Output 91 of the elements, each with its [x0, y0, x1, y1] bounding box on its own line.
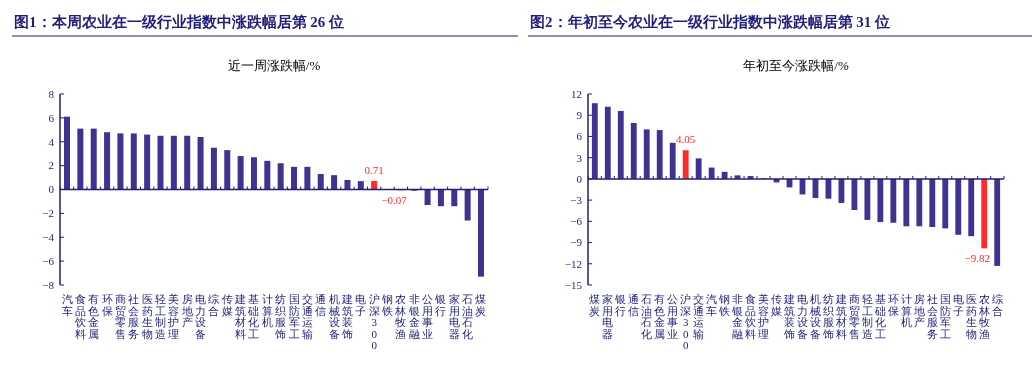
x-tick-label: 轻工制造 — [861, 293, 873, 340]
data-label: 4.05 — [676, 133, 696, 146]
y-tick-label: 6 — [48, 111, 55, 124]
y-tick-label: −12 — [564, 257, 582, 270]
x-tick-label: 纺织服饰 — [274, 293, 287, 340]
x-tick-label: 煤炭 — [589, 293, 601, 317]
x-tick-label: 美容护理 — [757, 293, 770, 340]
x-tick-label: 美容护理 — [167, 293, 180, 340]
y-tick-label: −15 — [564, 278, 583, 291]
x-tick-label: 医药生物 — [141, 293, 153, 340]
y-tick-label: −8 — [42, 278, 55, 291]
x-tick-label: 非银金融 — [407, 293, 420, 340]
x-tick-label: 房地产 — [180, 293, 193, 328]
y-tick-label: 6 — [576, 130, 583, 143]
x-tick-label: 机械设备 — [809, 293, 821, 340]
x-tick-label: 建筑材料 — [834, 293, 847, 340]
y-tick-label: −6 — [42, 254, 55, 267]
x-tick-label: 环保 — [887, 293, 899, 317]
x-tick-label: 建筑装饰 — [783, 293, 796, 340]
y-tick-label: 12 — [571, 87, 582, 100]
x-tick-label: 医药生物 — [965, 293, 977, 340]
x-tick-label: 汽车 — [61, 293, 73, 317]
chart-subtitle: 年初至今涨跌幅/% — [743, 58, 849, 73]
y-tick-label: 8 — [48, 87, 55, 100]
y-tick-label: −3 — [570, 193, 583, 206]
x-tick-label: 沪深300 — [680, 293, 692, 351]
x-tick-label: 农林牧渔 — [977, 293, 990, 340]
x-tick-label: 石油石化 — [641, 293, 653, 340]
x-tick-label: 汽车 — [706, 293, 718, 317]
x-tick-label: 建筑装饰 — [340, 293, 353, 340]
x-tick-label: 建筑材料 — [234, 293, 247, 340]
data-label: 0.71 — [364, 164, 384, 177]
data-label: −0.07 — [381, 194, 408, 207]
y-tick-label: 9 — [576, 109, 583, 122]
x-tick-label: 传媒 — [771, 293, 783, 317]
x-tick-label: 沪深300 — [368, 293, 380, 351]
y-tick-label: −2 — [42, 207, 54, 220]
x-tick-label: 电力设备 — [796, 293, 808, 340]
x-tick-label: 综合 — [208, 293, 220, 317]
x-tick-label: 社会服务 — [128, 293, 140, 340]
x-tick-label: 基础化工 — [247, 293, 260, 340]
x-tick-label: 食品饮料 — [744, 293, 757, 340]
x-tick-label: 纺织服饰 — [821, 293, 834, 340]
y-tick-label: −4 — [42, 231, 55, 244]
y-tick-label: 4 — [48, 135, 55, 148]
x-tick-label: 社会服务 — [926, 293, 938, 340]
x-tick-label: 环保 — [101, 293, 113, 317]
x-tick-label: 非银金融 — [731, 293, 744, 340]
x-tick-label: 机械设备 — [328, 293, 340, 340]
x-tick-label: 基础化工 — [873, 293, 886, 340]
data-label: −9.82 — [964, 252, 991, 265]
y-tick-label: −9 — [570, 236, 583, 249]
x-tick-label: 计算机 — [900, 293, 912, 328]
chart-title: 图1：本周农业在一级行业指数中涨跌幅居第 26 位 — [14, 14, 344, 30]
x-tick-label: 公用事业 — [422, 293, 434, 340]
x-tick-label: 石油石化 — [462, 293, 474, 340]
x-tick-label: 钢铁 — [381, 293, 394, 317]
x-tick-label: 通信 — [315, 293, 327, 317]
x-tick-label: 国防军工 — [939, 293, 951, 340]
x-tick-label: 农林牧渔 — [394, 293, 407, 340]
y-tick-label: 0 — [48, 183, 55, 196]
x-tick-label: 有色金属 — [654, 293, 666, 340]
y-tick-label: 0 — [576, 172, 583, 185]
x-tick-label: 钢铁 — [718, 293, 731, 317]
x-tick-label: 银行 — [434, 293, 447, 317]
x-tick-label: 公用事业 — [667, 293, 679, 340]
x-tick-label: 电子 — [355, 293, 367, 317]
y-tick-label: 2 — [48, 159, 54, 172]
x-tick-label: 食品饮料 — [73, 293, 86, 340]
x-tick-label: 商贸零售 — [114, 293, 126, 340]
x-tick-label: 家用电器 — [448, 293, 460, 340]
x-tick-label: 商贸零售 — [848, 293, 860, 340]
x-tick-label: 计算机 — [261, 293, 273, 328]
chart-subtitle: 近一周涨跌幅/% — [227, 58, 321, 73]
x-tick-label: 银行 — [614, 293, 627, 317]
y-tick-label: −6 — [570, 215, 583, 228]
x-tick-label: 电力设备 — [195, 293, 207, 340]
x-tick-label: 交通运输 — [301, 293, 313, 340]
x-tick-label: 轻工制造 — [154, 293, 166, 340]
x-tick-label: 电子 — [952, 293, 964, 317]
x-tick-label: 国防军工 — [288, 293, 300, 340]
x-tick-label: 有色金属 — [88, 293, 100, 340]
x-tick-label: 交通运输 — [693, 293, 705, 340]
x-tick-label: 通信 — [628, 293, 640, 317]
chart-title: 图2：年初至今农业在一级行业指数中涨跌幅居第 31 位 — [530, 13, 890, 30]
x-tick-label: 家用电器 — [602, 293, 614, 340]
x-tick-label: 综合 — [991, 293, 1003, 317]
x-tick-label: 煤炭 — [475, 293, 487, 317]
x-tick-label: 房地产 — [912, 293, 925, 328]
y-tick-label: 3 — [576, 151, 583, 164]
x-tick-label: 传媒 — [221, 293, 233, 317]
